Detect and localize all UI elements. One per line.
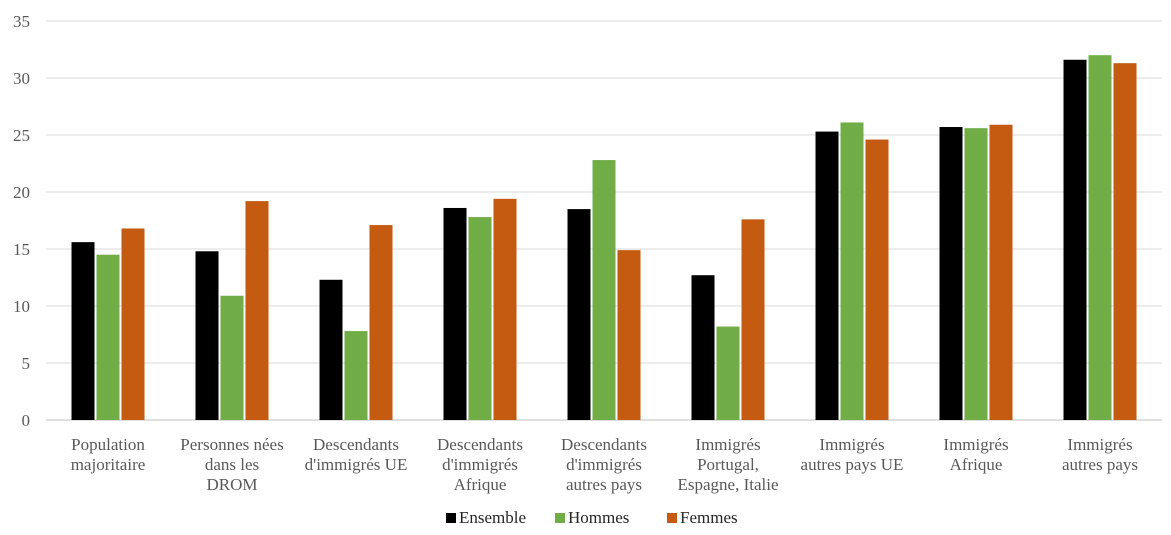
y-tick-label: 15: [13, 240, 30, 259]
x-tick-label-line: Personnes nées: [180, 435, 283, 454]
x-tick-label-line: d'immigrés: [442, 455, 518, 474]
bar-hommes: [1088, 55, 1112, 420]
x-tick-label-line: Immigrés: [1067, 435, 1132, 454]
x-tick-label-line: Population: [71, 435, 145, 454]
bar-ensemble: [195, 251, 219, 420]
legend: Ensemble Hommes Femmes: [446, 508, 738, 527]
x-tick-label-line: majoritaire: [71, 455, 146, 474]
x-tick-label: Descendants d'immigrés UE: [305, 435, 408, 474]
y-tick-label: 10: [13, 297, 30, 316]
bar-ensemble: [71, 242, 95, 420]
x-tick-label: Immigrés autres pays UE: [801, 435, 904, 474]
bar-hommes: [840, 122, 864, 421]
bar-hommes: [96, 254, 120, 420]
bar-femmes: [617, 250, 641, 420]
x-tick-label: Descendants d'immigrés autres pays: [561, 435, 647, 494]
legend-swatch-ensemble: [446, 513, 456, 523]
legend-swatch-femmes: [667, 513, 677, 523]
y-tick-label: 20: [13, 183, 30, 202]
y-tick-label: 0: [22, 411, 31, 430]
bar-hommes: [344, 331, 368, 420]
bar-hommes: [716, 326, 740, 420]
x-tick-label-line: Espagne, Italie: [677, 475, 778, 494]
x-tick-label-line: Descendants: [313, 435, 399, 454]
y-axis-ticks: 0 5 10 15 20 25 30 35: [13, 12, 30, 430]
bar-femmes: [865, 139, 889, 420]
x-tick-label: Population majoritaire: [71, 435, 146, 474]
bar-ensemble: [443, 207, 467, 420]
bar-femmes: [369, 225, 393, 420]
bar-femmes: [741, 219, 765, 420]
bar-ensemble: [1063, 59, 1087, 420]
x-tick-label: Immigrés autres pays: [1062, 435, 1138, 474]
x-tick-label-line: dans les: [205, 455, 259, 474]
y-tick-label: 35: [13, 12, 30, 31]
bar-femmes: [1113, 63, 1137, 421]
x-tick-label-line: autres pays: [1062, 455, 1138, 474]
bar-ensemble: [939, 127, 963, 421]
x-tick-label: Personnes nées dans les DROM: [180, 435, 283, 494]
y-tick-label: 30: [13, 69, 30, 88]
x-tick-label-line: Afrique: [950, 455, 1003, 474]
x-tick-label-line: Portugal,: [697, 455, 759, 474]
bar-ensemble: [815, 131, 839, 420]
x-tick-label: Descendants d'immigrés Afrique: [437, 435, 523, 494]
legend-label-ensemble: Ensemble: [459, 508, 526, 527]
x-tick-label-line: autres pays UE: [801, 455, 904, 474]
bar-femmes: [989, 124, 1013, 421]
x-tick-label: Immigrés Portugal, Espagne, Italie: [677, 435, 778, 494]
x-tick-label-line: Immigrés: [819, 435, 884, 454]
x-tick-label-line: d'immigrés: [566, 455, 642, 474]
bar-femmes: [493, 198, 517, 420]
x-tick-label-line: Immigrés: [943, 435, 1008, 454]
bar-ensemble: [691, 275, 715, 420]
bar-femmes: [121, 228, 145, 420]
x-tick-label-line: Afrique: [454, 475, 507, 494]
y-tick-label: 25: [13, 126, 30, 145]
x-tick-label-line: d'immigrés UE: [305, 455, 408, 474]
bar-ensemble: [319, 279, 343, 420]
x-tick-label-line: DROM: [206, 475, 257, 494]
x-axis-ticks: Population majoritaire Personnes nées dans …: [71, 435, 1138, 494]
x-tick-label: Immigrés Afrique: [943, 435, 1008, 474]
bar-hommes: [592, 160, 616, 420]
bar-hommes: [220, 295, 244, 420]
x-tick-label-line: Descendants: [437, 435, 523, 454]
bar-hommes: [468, 217, 492, 420]
x-tick-label-line: Descendants: [561, 435, 647, 454]
legend-swatch-hommes: [555, 513, 565, 523]
legend-label-hommes: Hommes: [568, 508, 629, 527]
bar-ensemble: [567, 209, 591, 420]
x-tick-label-line: autres pays: [566, 475, 642, 494]
bars: [71, 55, 1137, 421]
bar-hommes: [964, 128, 988, 420]
x-tick-label-line: Immigrés: [695, 435, 760, 454]
legend-label-femmes: Femmes: [680, 508, 738, 527]
bar-femmes: [245, 201, 269, 420]
y-tick-label: 5: [22, 354, 31, 373]
